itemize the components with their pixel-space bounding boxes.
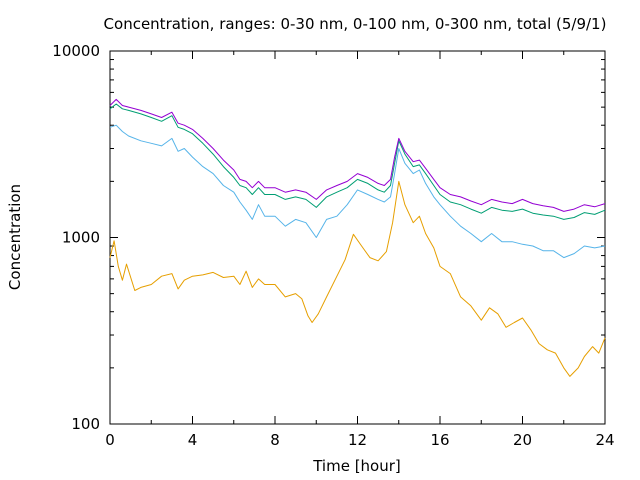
y-tick-label: 1000 (62, 229, 100, 247)
series-group (109, 98, 606, 377)
x-tick-label: 12 (348, 431, 367, 449)
series-line-2 (109, 124, 606, 259)
x-tick-label: 16 (430, 431, 449, 449)
x-tick-label: 8 (270, 431, 280, 449)
chart-title: Concentration, ranges: 0-30 nm, 0-100 nm… (104, 15, 607, 33)
y-axis: 100 1000 10000 (52, 42, 605, 433)
plot-frame (109, 50, 606, 425)
y-tick-label: 10000 (52, 42, 100, 60)
series-line-3 (109, 103, 606, 220)
x-tick-label: 24 (595, 431, 614, 449)
series-line-1 (109, 180, 606, 377)
x-tick-label: 4 (188, 431, 198, 449)
series-line-4 (109, 98, 606, 212)
y-tick-label: 100 (71, 415, 100, 433)
x-axis-label: Time [hour] (312, 457, 401, 475)
y-axis-label: Concentration (6, 184, 24, 290)
x-axis: 0 4 8 12 16 20 24 (105, 51, 615, 449)
x-tick-label: 20 (513, 431, 532, 449)
x-tick-label: 0 (105, 431, 115, 449)
